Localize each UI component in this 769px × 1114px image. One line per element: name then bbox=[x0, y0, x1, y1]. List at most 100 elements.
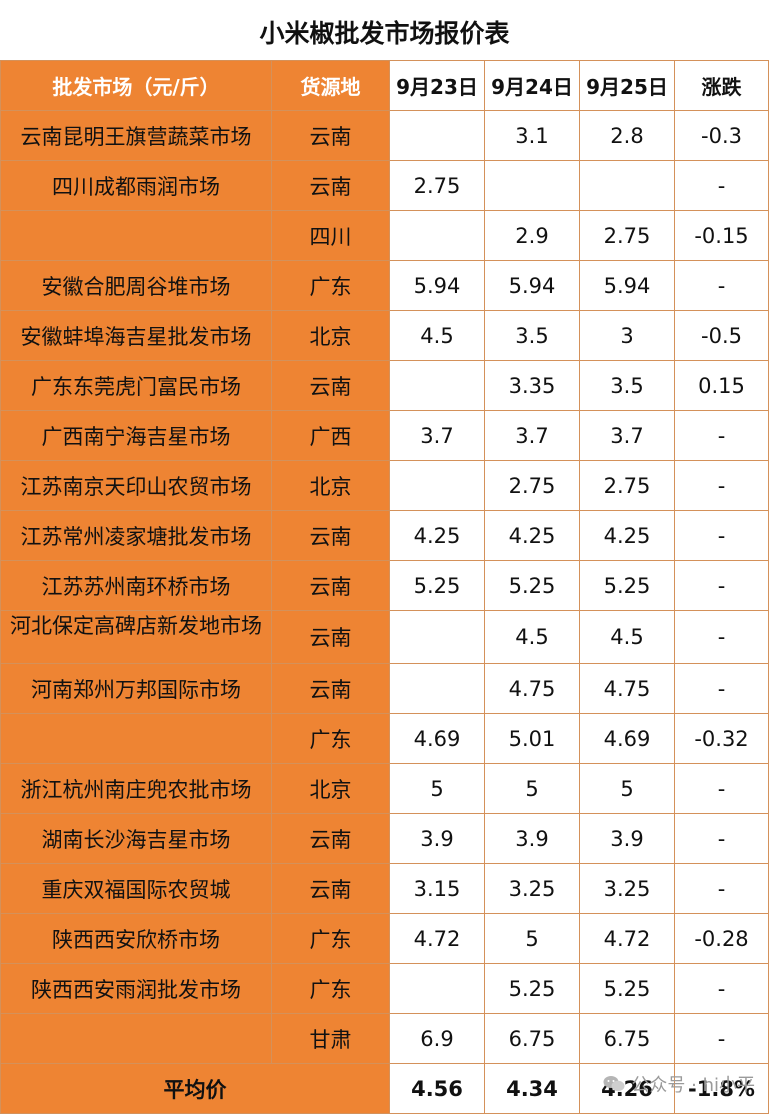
price-d2-cell: 2.9 bbox=[484, 210, 580, 261]
change-cell: - bbox=[674, 410, 769, 461]
origin-cell: 云南 bbox=[271, 560, 390, 611]
market-cell: 浙江杭州南庄兜农批市场 bbox=[0, 763, 272, 814]
header-date-2: 9月24日 bbox=[484, 60, 580, 111]
table-row: 陕西西安欣桥市场 广东 4.72 5 4.72 -0.28 bbox=[0, 913, 769, 964]
market-cell: 广西南宁海吉星市场 bbox=[0, 410, 272, 461]
table-row: 浙江杭州南庄兜农批市场 北京 5 5 5- bbox=[0, 763, 769, 814]
table-row: 江苏苏州南环桥市场 云南 5.25 5.25 5.25- bbox=[0, 560, 769, 611]
change-cell: -0.15 bbox=[674, 210, 769, 261]
price-d3-cell: 4.75 bbox=[579, 663, 675, 714]
header-origin: 货源地 bbox=[271, 60, 390, 111]
price-d2-cell bbox=[484, 160, 580, 211]
price-d3-cell: 2.8 bbox=[579, 110, 675, 161]
change-cell: - bbox=[674, 813, 769, 864]
price-d2-cell: 5.01 bbox=[484, 713, 580, 764]
change-cell: - bbox=[674, 460, 769, 511]
price-table: 批发市场（元/斤） 货源地 9月23日 9月24日 9月25日 涨跌 云南昆明王… bbox=[0, 60, 769, 1114]
wechat-icon bbox=[603, 1076, 625, 1092]
change-cell: - bbox=[674, 863, 769, 914]
header-market: 批发市场（元/斤） bbox=[0, 60, 272, 111]
price-d2-cell: 5.25 bbox=[484, 560, 580, 611]
price-d1-cell bbox=[389, 610, 485, 664]
table-row: 安徽蚌埠海吉星批发市场 北京 4.5 3.5 3 -0.5 bbox=[0, 310, 769, 361]
change-cell: - bbox=[674, 510, 769, 561]
price-d1-cell: 5.94 bbox=[389, 260, 485, 311]
price-d1-cell: 5 bbox=[389, 763, 485, 814]
change-cell: 0.15 bbox=[674, 360, 769, 411]
header-date-1: 9月23日 bbox=[389, 60, 485, 111]
market-cell bbox=[0, 713, 272, 764]
table-row: 陕西西安雨润批发市场 广东 5.25 5.25- bbox=[0, 963, 769, 1014]
price-d1-cell: 4.72 bbox=[389, 913, 485, 964]
price-d2-cell: 5.94 bbox=[484, 260, 580, 311]
market-cell: 广东东莞虎门富民市场 bbox=[0, 360, 272, 411]
market-cell: 云南昆明王旗营蔬菜市场 bbox=[0, 110, 272, 161]
market-cell: 江苏常州凌家塘批发市场 bbox=[0, 510, 272, 561]
price-d3-cell: 3.5 bbox=[579, 360, 675, 411]
price-d3-cell: 3.7 bbox=[579, 410, 675, 461]
origin-cell: 甘肃 bbox=[271, 1013, 390, 1064]
table-title: 小米椒批发市场报价表 bbox=[259, 19, 510, 48]
price-d3-cell: 6.75 bbox=[579, 1013, 675, 1064]
change-cell: - bbox=[674, 260, 769, 311]
price-d2-cell: 3.25 bbox=[484, 863, 580, 914]
price-d2-cell: 2.75 bbox=[484, 460, 580, 511]
price-d3-cell: 5 bbox=[579, 763, 675, 814]
table-row: 湖南长沙海吉星市场 云南 3.9 3.9 3.9- bbox=[0, 813, 769, 864]
price-d1-cell bbox=[389, 110, 485, 161]
origin-cell: 云南 bbox=[271, 160, 390, 211]
table-row: 安徽合肥周谷堆市场 广东 5.94 5.94 5.94- bbox=[0, 260, 769, 311]
table-row: 重庆双福国际农贸城 云南 3.15 3.25 3.25- bbox=[0, 863, 769, 914]
market-cell: 安徽合肥周谷堆市场 bbox=[0, 260, 272, 311]
price-d1-cell bbox=[389, 663, 485, 714]
table-row: 广东 4.69 5.01 4.69 -0.32 bbox=[0, 713, 769, 764]
price-d1-cell bbox=[389, 210, 485, 261]
table-row: 四川成都雨润市场 云南 2.75 - bbox=[0, 160, 769, 211]
change-cell: - bbox=[674, 963, 769, 1014]
origin-cell: 北京 bbox=[271, 763, 390, 814]
change-cell: -0.28 bbox=[674, 913, 769, 964]
market-cell: 河南郑州万邦国际市场 bbox=[0, 663, 272, 714]
price-d1-cell: 5.25 bbox=[389, 560, 485, 611]
market-cell: 江苏苏州南环桥市场 bbox=[0, 560, 272, 611]
header-date-3: 9月25日 bbox=[579, 60, 675, 111]
price-d3-cell: 5.94 bbox=[579, 260, 675, 311]
table-row: 广东东莞虎门富民市场 云南 3.35 3.5 0.15 bbox=[0, 360, 769, 411]
change-cell: - bbox=[674, 663, 769, 714]
change-cell: - bbox=[674, 610, 769, 664]
table-row: 河北保定高碑店新发地市场 云南 4.5 4.5- bbox=[0, 610, 769, 664]
origin-cell: 云南 bbox=[271, 360, 390, 411]
origin-cell: 云南 bbox=[271, 813, 390, 864]
average-d2: 4.34 bbox=[484, 1063, 580, 1114]
price-d3-cell: 4.5 bbox=[579, 610, 675, 664]
price-d1-cell: 4.69 bbox=[389, 713, 485, 764]
origin-cell: 广东 bbox=[271, 713, 390, 764]
market-cell: 重庆双福国际农贸城 bbox=[0, 863, 272, 914]
market-cell: 河北保定高碑店新发地市场 bbox=[0, 610, 272, 664]
price-d2-cell: 3.35 bbox=[484, 360, 580, 411]
table-row: 四川 2.9 2.75 -0.15 bbox=[0, 210, 769, 261]
change-cell: -0.3 bbox=[674, 110, 769, 161]
price-d3-cell: 3 bbox=[579, 310, 675, 361]
market-cell: 安徽蚌埠海吉星批发市场 bbox=[0, 310, 272, 361]
price-d1-cell bbox=[389, 360, 485, 411]
origin-cell: 云南 bbox=[271, 510, 390, 561]
average-d1: 4.56 bbox=[389, 1063, 485, 1114]
table-row: 云南昆明王旗营蔬菜市场 云南 3.1 2.8 -0.3 bbox=[0, 110, 769, 161]
price-d2-cell: 5 bbox=[484, 913, 580, 964]
change-cell: -0.32 bbox=[674, 713, 769, 764]
table-row: 江苏常州凌家塘批发市场 云南 4.25 4.25 4.25- bbox=[0, 510, 769, 561]
price-d3-cell: 2.75 bbox=[579, 460, 675, 511]
watermark: 公众号 · hi小平 bbox=[603, 1071, 755, 1097]
origin-cell: 云南 bbox=[271, 110, 390, 161]
price-d3-cell: 3.25 bbox=[579, 863, 675, 914]
price-d2-cell: 3.9 bbox=[484, 813, 580, 864]
price-d1-cell: 6.9 bbox=[389, 1013, 485, 1064]
price-d2-cell: 4.25 bbox=[484, 510, 580, 561]
price-d1-cell: 4.5 bbox=[389, 310, 485, 361]
table-row: 河南郑州万邦国际市场 云南 4.75 4.75- bbox=[0, 663, 769, 714]
price-d3-cell: 3.9 bbox=[579, 813, 675, 864]
origin-cell: 广西 bbox=[271, 410, 390, 461]
price-d1-cell: 3.9 bbox=[389, 813, 485, 864]
